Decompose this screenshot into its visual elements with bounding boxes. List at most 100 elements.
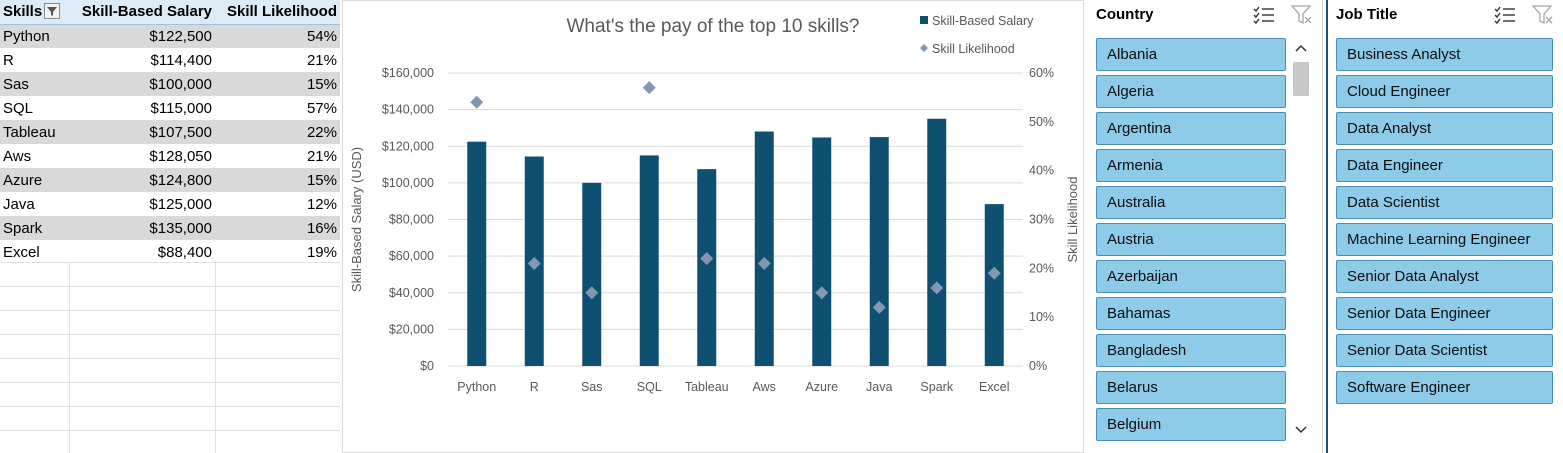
cell-salary: $100,000 [69, 72, 215, 96]
slicer-item[interactable]: Argentina [1096, 112, 1286, 145]
y2-tick-label: 50% [1029, 115, 1054, 129]
country-slicer-title: Country [1096, 6, 1154, 23]
slicer-item[interactable]: Belarus [1096, 371, 1286, 404]
cell-salary: $124,800 [69, 168, 215, 192]
y2-tick-label: 0% [1029, 359, 1047, 373]
gridline [0, 286, 340, 287]
chevron-down-icon[interactable] [1290, 420, 1312, 440]
skills-table: Skills Skill-Based Salary Skill Likeliho… [0, 0, 340, 264]
likelihood-point-sas [585, 286, 599, 300]
legend-swatch-salary [920, 16, 928, 24]
table-row: R $114,400 21% [0, 48, 340, 72]
slicer-item[interactable]: Machine Learning Engineer [1336, 223, 1553, 256]
header-skills[interactable]: Skills [0, 0, 69, 25]
likelihood-point-python [470, 95, 484, 109]
cell-skill: Excel [3, 243, 40, 261]
x-tick-label: R [530, 380, 539, 394]
chevron-up-icon[interactable] [1290, 38, 1312, 58]
y-tick-label: $40,000 [389, 286, 434, 300]
bar-spark [927, 118, 947, 366]
table-row: Java $125,000 12% [0, 192, 340, 216]
y-tick-label: $120,000 [382, 139, 434, 153]
job-title-slicer[interactable]: Job Title Business Analyst Cloud Engineer… [1326, 0, 1563, 453]
slicer-item[interactable]: Data Engineer [1336, 149, 1553, 182]
y-axis-label: Skill-Based Salary (USD) [349, 147, 364, 292]
slicer-item[interactable]: Armenia [1096, 149, 1286, 182]
x-tick-label: Spark [920, 380, 953, 394]
x-tick-label: Excel [979, 380, 1010, 394]
cell-likelihood: 54% [215, 24, 340, 48]
likelihood-point-java [872, 300, 886, 314]
slicer-item[interactable]: Albania [1096, 38, 1286, 71]
clear-filter-icon[interactable] [1290, 4, 1314, 26]
cell-skill: Tableau [0, 120, 69, 144]
chart-canvas: What's the pay of the top 10 skills? $0 $2… [349, 14, 1080, 394]
country-slicer-header: Country [1088, 0, 1322, 32]
header-skills-label: Skills [3, 3, 43, 21]
gridline [0, 406, 340, 407]
table-row: Sas $100,000 15% [0, 72, 340, 96]
slicer-item[interactable]: Austria [1096, 223, 1286, 256]
filter-dropdown-icon[interactable] [44, 3, 61, 20]
cell-likelihood: 57% [306, 99, 337, 117]
x-tick-label: Python [457, 380, 496, 394]
likelihood-point-r [527, 256, 541, 270]
country-slicer[interactable]: Country Albania Algeria Argentina Armenia Au… [1088, 0, 1322, 453]
slicer-item[interactable]: Azerbaijan [1096, 260, 1286, 293]
slicer-item[interactable]: Business Analyst [1336, 38, 1553, 71]
likelihood-point-spark [930, 281, 944, 295]
legend-swatch-likelihood [920, 44, 928, 52]
slicer-item[interactable]: Data Scientist [1336, 186, 1553, 219]
cell-skill: Python [0, 24, 69, 48]
gridline [0, 382, 340, 383]
header-likelihood: Skill Likelihood [215, 0, 340, 25]
table-row: Excel $88,400 19% [0, 240, 340, 264]
slicer-item[interactable]: Software Engineer [1336, 371, 1553, 404]
cell-skill: Aws [3, 147, 32, 165]
y2-tick-label: 20% [1029, 261, 1054, 275]
y2-tick-label: 60% [1029, 66, 1054, 80]
slicer-item[interactable]: Senior Data Scientist [1336, 334, 1553, 367]
slicer-item[interactable]: Bangladesh [1096, 334, 1286, 367]
slicer-item[interactable]: Senior Data Engineer [1336, 297, 1553, 330]
scrollbar-thumb[interactable] [1293, 62, 1309, 96]
skills-table-area: Skills Skill-Based Salary Skill Likeliho… [0, 0, 342, 453]
header-salary: Skill-Based Salary [69, 0, 215, 25]
slicer-item[interactable]: Data Analyst [1336, 112, 1553, 145]
slicer-item[interactable]: Senior Data Analyst [1336, 260, 1553, 293]
cell-salary: $114,400 [150, 51, 212, 69]
bar-sql [639, 155, 659, 366]
y-tick-label: $20,000 [389, 322, 434, 336]
bar-aws [754, 131, 774, 366]
likelihood-point-tableau [700, 252, 714, 266]
country-slicer-scrollbar[interactable] [1290, 38, 1312, 440]
job-slicer-title: Job Title [1336, 6, 1398, 23]
clear-filter-icon[interactable] [1531, 4, 1555, 26]
slicer-item[interactable]: Belgium [1096, 408, 1286, 441]
slicer-item[interactable]: Cloud Engineer [1336, 75, 1553, 108]
likelihood-point-sql [642, 81, 656, 95]
cell-likelihood: 19% [306, 243, 337, 261]
bar-excel [984, 204, 1004, 366]
bar-sas [582, 182, 602, 366]
x-tick-label: Sas [581, 380, 603, 394]
bar-python [467, 141, 487, 366]
multi-select-icon[interactable] [1252, 4, 1276, 26]
table-row: Spark $135,000 16% [0, 216, 340, 240]
table-row: Python $122,500 54% [0, 24, 340, 48]
table-row: SQL $115,000 57% [0, 96, 340, 120]
salary-chart[interactable]: What's the pay of the top 10 skills? $0 $2… [342, 0, 1084, 453]
slicer-item[interactable]: Australia [1096, 186, 1286, 219]
cell-salary: $115,000 [150, 99, 212, 117]
cell-likelihood: 15% [215, 72, 340, 96]
chart-title: What's the pay of the top 10 skills? [566, 16, 859, 37]
cell-salary: $125,000 [149, 195, 212, 213]
gridline [215, 262, 216, 453]
table-row: Tableau $107,500 22% [0, 120, 340, 144]
multi-select-icon[interactable] [1493, 4, 1517, 26]
slicer-item[interactable]: Bahamas [1096, 297, 1286, 330]
slicer-divider [1322, 0, 1323, 453]
cell-salary: $107,500 [69, 120, 215, 144]
cell-likelihood: 22% [215, 120, 340, 144]
slicer-item[interactable]: Algeria [1096, 75, 1286, 108]
